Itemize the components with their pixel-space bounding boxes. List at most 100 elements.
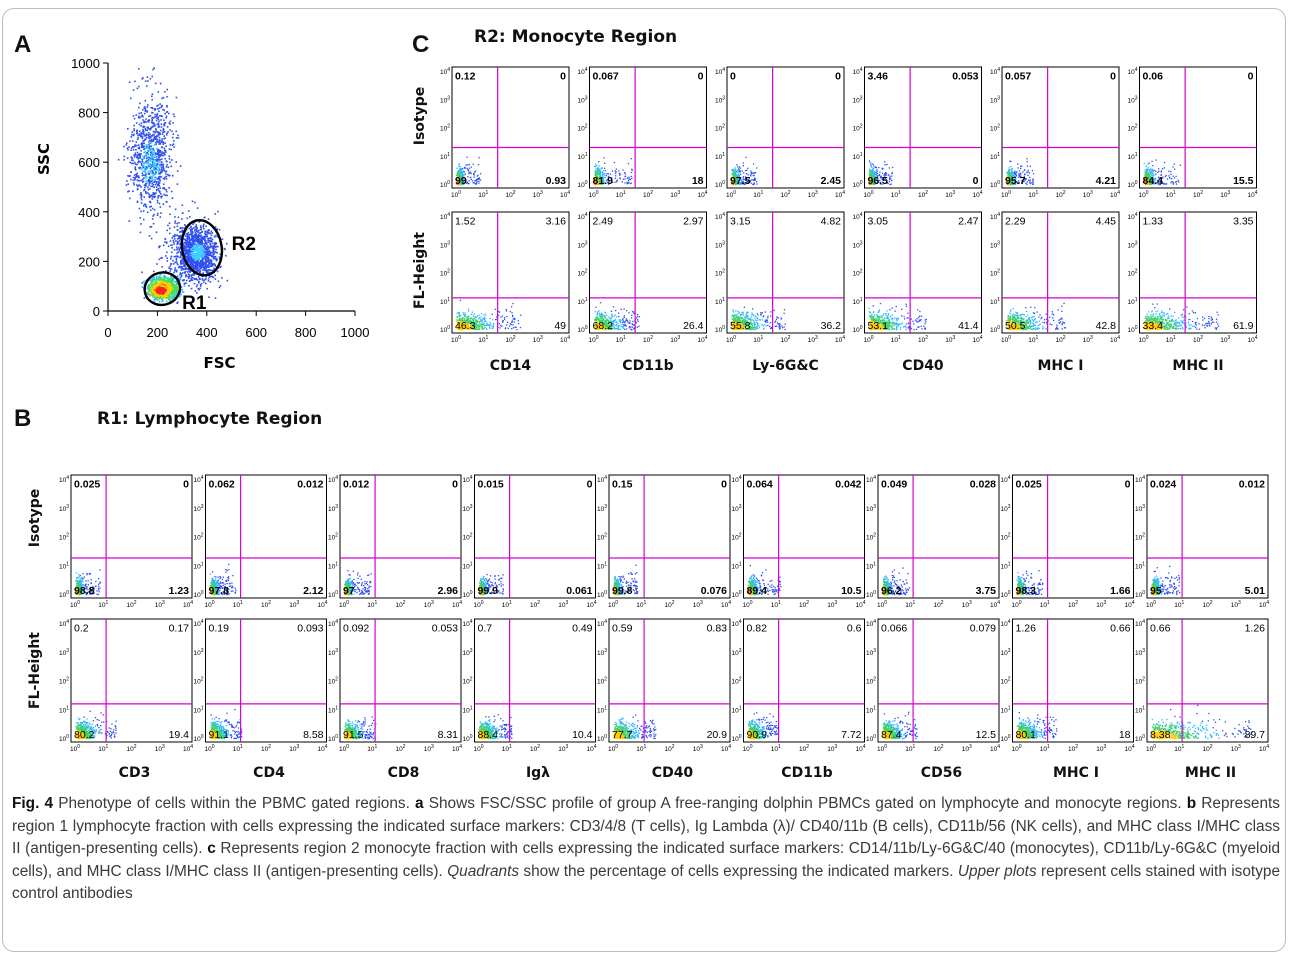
event-point: [176, 238, 179, 240]
event-point: [195, 285, 198, 288]
event-point: [194, 201, 196, 204]
event-point: [198, 280, 200, 283]
event-point: [220, 265, 222, 268]
event-point: [153, 195, 155, 198]
event-point: [152, 139, 155, 141]
event-point: [159, 158, 161, 161]
event-point: [179, 259, 182, 262]
event-point: [164, 238, 166, 240]
event-point: [146, 211, 149, 214]
event-point: [219, 257, 221, 260]
event-point: [207, 269, 209, 271]
event-point: [190, 230, 192, 233]
event-point: [139, 184, 141, 187]
event-point: [191, 265, 193, 268]
event-point: [193, 282, 196, 285]
event-point: [173, 235, 175, 238]
event-point: [160, 129, 162, 132]
event-point: [188, 277, 190, 280]
event-point: [218, 229, 221, 231]
event-point: [225, 254, 227, 257]
event-point: [217, 210, 219, 213]
event-point: [181, 204, 184, 206]
event-point: [171, 247, 173, 249]
event-point: [174, 222, 176, 224]
event-point: [133, 161, 136, 164]
event-point: [201, 231, 203, 233]
event-point: [187, 271, 189, 273]
event-point: [218, 286, 221, 289]
event-point: [149, 206, 151, 208]
event-point: [214, 297, 217, 299]
event-point: [190, 287, 193, 290]
event-point: [188, 275, 190, 278]
event-point: [179, 273, 181, 276]
event-point: [167, 245, 170, 248]
event-point: [206, 231, 208, 234]
event-point: [127, 175, 129, 177]
event-point: [159, 175, 161, 178]
event-point: [177, 216, 180, 219]
event-point: [210, 234, 213, 237]
event-point: [135, 114, 138, 116]
event-point: [161, 257, 163, 259]
event-point: [117, 158, 120, 161]
event-point: [205, 235, 208, 238]
event-point: [126, 142, 128, 144]
event-point: [125, 144, 128, 146]
event-point: [167, 224, 169, 227]
event-point: [170, 262, 172, 265]
event-point: [190, 275, 192, 277]
event-point: [193, 274, 196, 276]
event-point: [208, 229, 210, 231]
event-point: [162, 143, 165, 145]
event-point: [188, 284, 190, 287]
event-point: [165, 134, 168, 136]
event-point: [200, 282, 203, 285]
event-point: [133, 117, 136, 120]
event-point: [141, 158, 143, 161]
event-point: [207, 241, 210, 244]
event-point: [176, 170, 179, 172]
event-point: [164, 157, 166, 160]
event-point: [218, 256, 221, 258]
event-point: [179, 266, 182, 269]
event-point: [212, 245, 215, 248]
event-point: [145, 206, 148, 208]
event-point: [168, 267, 170, 269]
event-point: [178, 249, 181, 252]
event-point: [175, 259, 178, 261]
event-point: [199, 285, 202, 287]
event-point: [169, 213, 171, 216]
event-point: [199, 284, 202, 286]
event-point: [211, 238, 214, 241]
event-point: [201, 279, 204, 281]
event-point: [177, 251, 179, 253]
event-point: [205, 276, 207, 278]
event-point: [165, 270, 167, 272]
event-point: [190, 250, 193, 253]
event-point: [160, 126, 163, 128]
event-point: [173, 238, 176, 240]
event-point: [158, 258, 161, 261]
event-point: [191, 238, 193, 241]
event-point: [157, 155, 160, 157]
event-point: [208, 269, 210, 271]
event-point: [193, 236, 196, 238]
event-point: [140, 122, 143, 124]
event-point: [136, 184, 138, 186]
event-point: [123, 155, 126, 158]
event-point: [197, 287, 200, 290]
event-point: [187, 210, 190, 212]
event-point: [187, 231, 190, 234]
event-point: [131, 131, 134, 133]
event-point: [178, 222, 180, 224]
event-point: [156, 263, 158, 265]
event-point: [206, 287, 208, 290]
event-point: [184, 240, 187, 242]
event-point: [209, 275, 212, 278]
event-point: [195, 228, 198, 230]
event-point: [145, 157, 148, 159]
event-point: [183, 283, 186, 285]
